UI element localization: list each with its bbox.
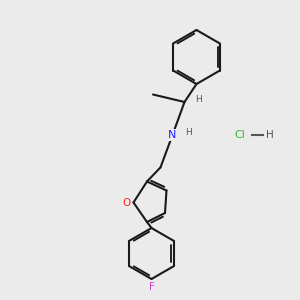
Text: F: F [148,282,154,292]
Text: H: H [195,95,202,104]
Text: H: H [185,128,191,137]
Text: O: O [123,197,131,208]
Text: N: N [168,130,177,140]
Text: Cl: Cl [235,130,245,140]
Text: H: H [266,130,274,140]
